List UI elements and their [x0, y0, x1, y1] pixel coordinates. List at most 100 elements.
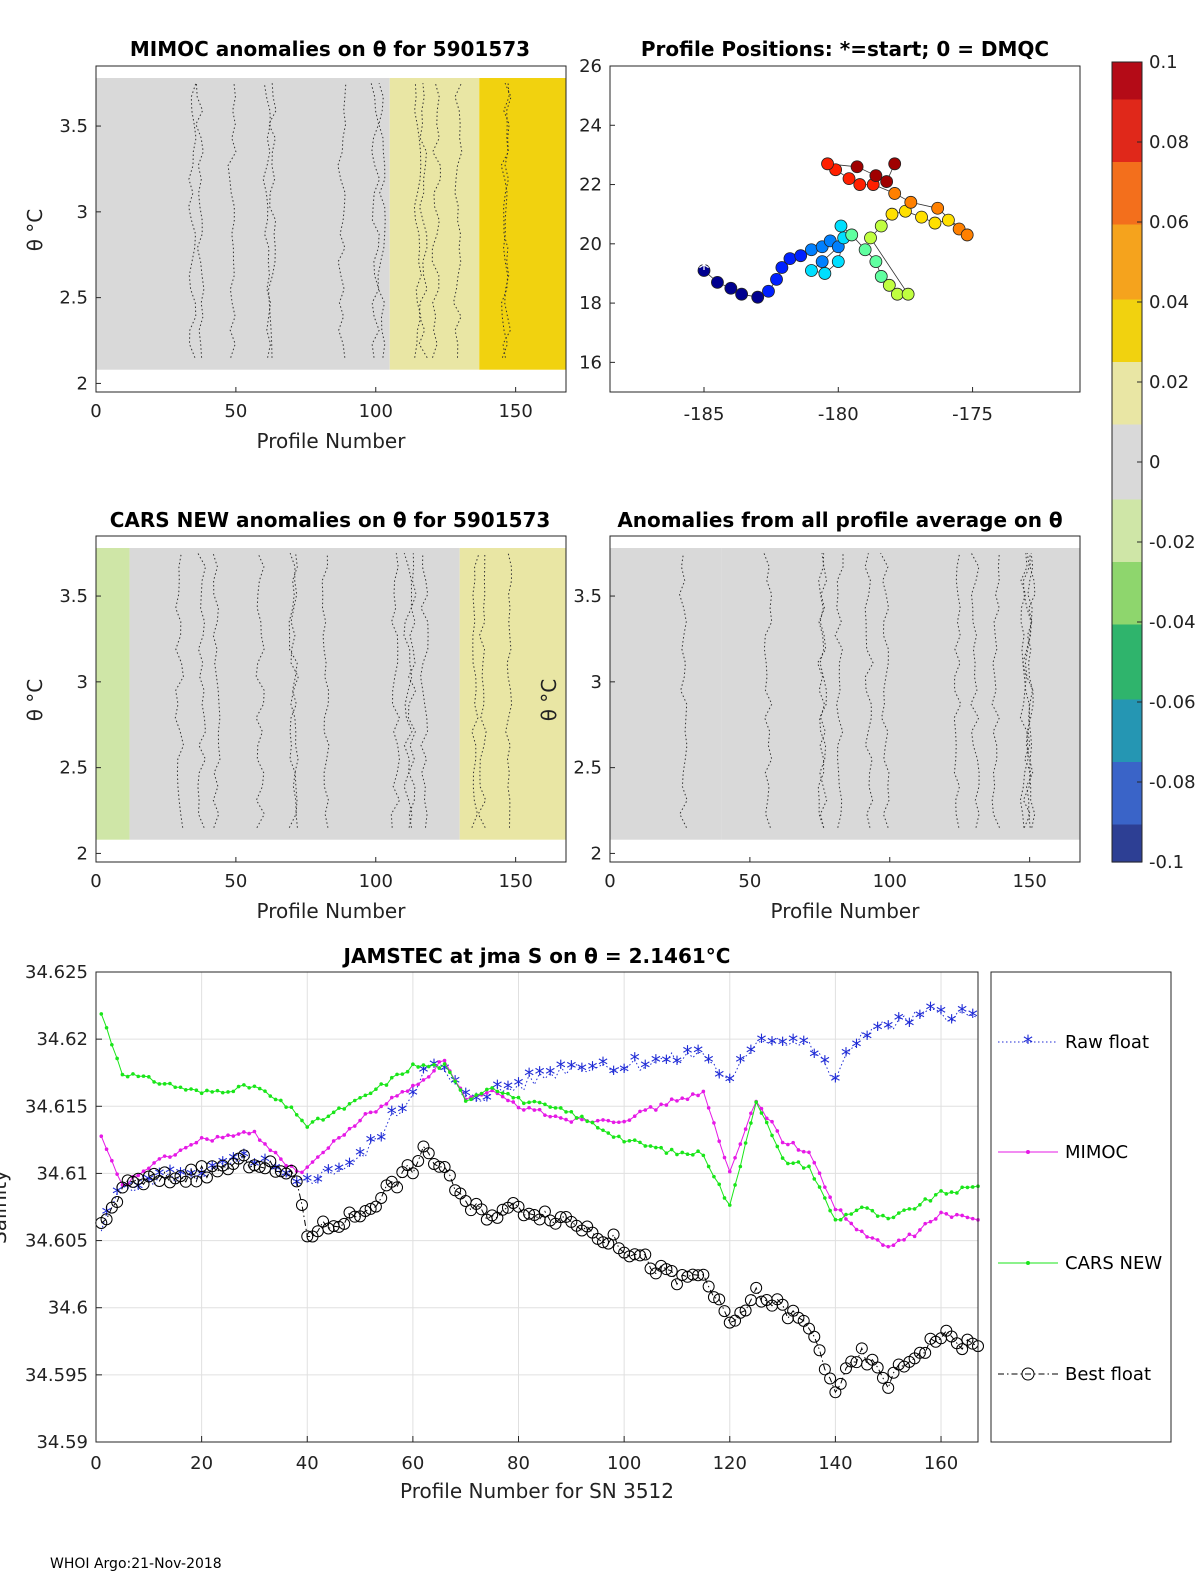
- series-point: *: [693, 1041, 703, 1065]
- colorbar-step: [1112, 849, 1142, 863]
- series-point: [727, 1169, 732, 1174]
- x-tick-label: 150: [498, 871, 532, 892]
- contour-line: [268, 83, 277, 358]
- position-point: [888, 187, 902, 200]
- series-point: [606, 1118, 611, 1123]
- series-point: [791, 1161, 795, 1165]
- series-point: [331, 1110, 336, 1115]
- series-point: [279, 1157, 283, 1161]
- series-point: [236, 1084, 241, 1089]
- series-point: [680, 1150, 685, 1155]
- series-point: [749, 1121, 753, 1125]
- colorbar-step: [1112, 387, 1142, 401]
- heatmap-segment: [96, 548, 130, 840]
- series-point: [205, 1088, 209, 1093]
- series-point: [538, 1205, 551, 1218]
- series-point: *: [471, 1089, 481, 1113]
- series-point: *: [704, 1050, 714, 1074]
- heatmap-segment: [721, 548, 1080, 840]
- series-point: *: [947, 1011, 957, 1035]
- series-point: *: [820, 1052, 830, 1076]
- mimoc-axes: [95, 65, 567, 393]
- cars-ticks: 0 50 100 150 2 2.5 3 3.5: [59, 586, 532, 892]
- series-point: [764, 1120, 769, 1125]
- series-point: [960, 1185, 964, 1190]
- series-point: [791, 1140, 795, 1145]
- colorbar-step: [1112, 299, 1142, 313]
- series-point: [960, 1213, 964, 1218]
- series-point: [348, 1210, 361, 1223]
- series-point: [696, 1149, 700, 1153]
- series-point: [359, 1204, 372, 1217]
- series-point: [759, 1106, 764, 1111]
- series-point: [913, 1346, 926, 1359]
- series-point: [374, 1087, 378, 1092]
- series-point: *: [133, 1177, 143, 1201]
- x-tick-label: 0: [90, 871, 101, 892]
- y-tick-label: 34.61: [36, 1163, 88, 1184]
- colorbar-step: [1112, 624, 1142, 638]
- series-point: [590, 1120, 595, 1125]
- series-point: [660, 1263, 673, 1276]
- series-point: [553, 1106, 558, 1110]
- series-point: *: [767, 1033, 777, 1057]
- series-point: [469, 1097, 473, 1102]
- series-point: [511, 1100, 516, 1104]
- colorbar-step: [1112, 637, 1142, 651]
- series-point: *: [186, 1165, 196, 1189]
- contour-line: [337, 83, 347, 358]
- series-point: [738, 1164, 743, 1169]
- series-point: *: [112, 1182, 122, 1206]
- position-point: [842, 172, 856, 186]
- series-point: [685, 1152, 690, 1157]
- series-point: [194, 1088, 199, 1093]
- series-point: *: [429, 1055, 439, 1079]
- position-point: [869, 255, 883, 269]
- series-point: [807, 1150, 811, 1155]
- series-point: *: [535, 1063, 545, 1087]
- series-point: [580, 1117, 584, 1122]
- series-point: [183, 1145, 188, 1150]
- x-tick-label: 100: [873, 871, 907, 892]
- series-point: [780, 1156, 785, 1160]
- series-point: [321, 1150, 325, 1155]
- series-point: [257, 1086, 262, 1091]
- series-point: [881, 1243, 885, 1247]
- position-point: [942, 213, 955, 227]
- contour-line: [991, 553, 1000, 828]
- x-tick-label: 100: [359, 401, 393, 422]
- series-point: [152, 1080, 156, 1084]
- series-point: [574, 1116, 579, 1120]
- series-point: [817, 1171, 822, 1176]
- series-point: [871, 1361, 884, 1374]
- allavg-ticks: 0 50 100 150 2 2.5 3 3.5: [573, 586, 1046, 892]
- series-point: [506, 1098, 510, 1103]
- colorbar-step: [1112, 574, 1142, 588]
- allavg-ylabel: θ °C: [537, 679, 561, 722]
- series-point: [342, 1133, 347, 1137]
- y-tick-label: 3.5: [59, 116, 88, 137]
- legend-marker: [1026, 1150, 1030, 1154]
- colorbar-step: [1112, 687, 1142, 701]
- colorbar-step: [1112, 62, 1142, 76]
- y-tick-label: 2.5: [573, 758, 602, 779]
- legend-box: [990, 971, 1172, 1443]
- series-point: [622, 1139, 626, 1144]
- colorbar-step: [1112, 474, 1142, 488]
- series-point: [300, 1170, 304, 1175]
- contour-line: [1022, 553, 1032, 828]
- series-point: [185, 1163, 198, 1176]
- cars-panel: CARS NEW anomalies on θ for 5901573 0 50 1…: [23, 508, 567, 923]
- series-point: *: [778, 1033, 788, 1057]
- colorbar-step: [1112, 587, 1142, 601]
- series-point: [907, 1207, 912, 1211]
- series-point: [722, 1196, 727, 1200]
- series-point: [384, 1102, 389, 1106]
- jamstec-xlabel: Profile Number for SN 3512: [400, 1479, 674, 1503]
- series-point: [743, 1127, 748, 1131]
- series-point: *: [746, 1041, 756, 1065]
- series-point: [375, 1191, 388, 1204]
- y-tick-label: 34.615: [25, 1096, 88, 1117]
- series-point: [923, 1197, 927, 1201]
- x-tick-label: 80: [507, 1453, 530, 1474]
